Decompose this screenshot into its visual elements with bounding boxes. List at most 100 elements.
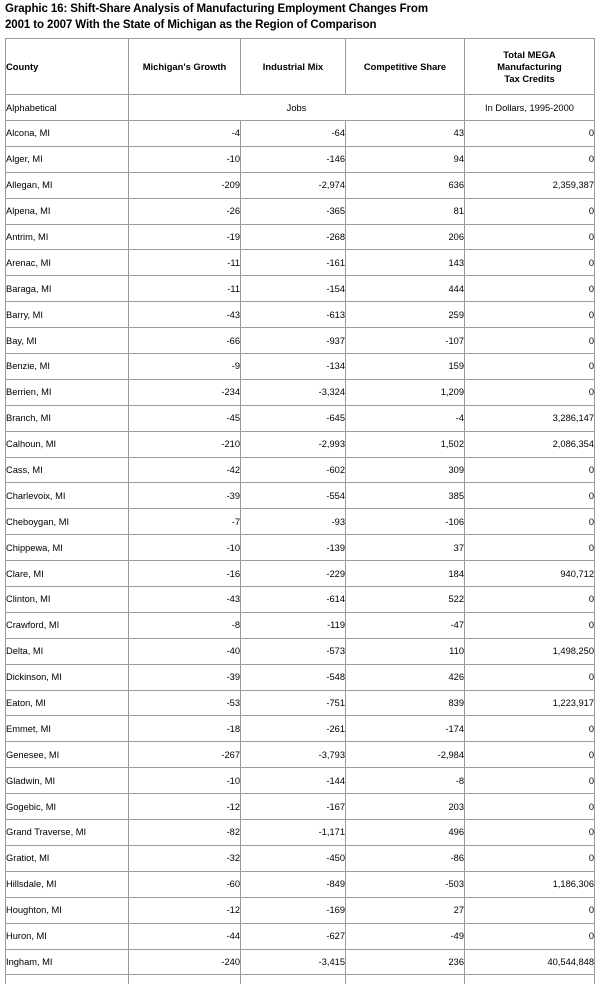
table-row: Hillsdale, MI -60 -849 -503 1,186,306: [5, 870, 595, 898]
cell-county: Ingham, MI: [5, 948, 129, 976]
table-row: Houghton, MI -12 -169 27 0: [5, 896, 595, 924]
cell-mega-tax-credits: 0: [464, 741, 595, 769]
cell-michigans-growth: -66: [128, 327, 241, 355]
column-header-total-mega-tax-credits: Total MEGA Manufacturing Tax Credits: [464, 38, 595, 95]
table-row: Gogebic, MI -12 -167 203 0: [5, 793, 595, 821]
cell-industrial-mix: -154: [240, 275, 346, 303]
cell-industrial-mix: -613: [240, 301, 346, 329]
cell-mega-tax-credits: 0: [464, 456, 595, 484]
cell-county: Cheboygan, MI: [5, 508, 129, 536]
cell-competitive-share: 309: [345, 456, 465, 484]
cell-county: Benzie, MI: [5, 353, 129, 380]
cell-county: Dickinson, MI: [5, 663, 129, 691]
cell-industrial-mix: -139: [240, 534, 346, 562]
cell-michigans-growth: -12: [128, 793, 241, 821]
table-row: Eaton, MI -53 -751 839 1,223,917: [5, 689, 595, 717]
cell-industrial-mix: -261: [240, 715, 346, 743]
cell-industrial-mix: -146: [240, 145, 346, 173]
cell-county: Alpena, MI: [5, 197, 129, 225]
cell-michigans-growth: -4: [128, 120, 241, 147]
cell-mega-tax-credits: 0: [464, 223, 595, 251]
cell-county: Emmet, MI: [5, 715, 129, 743]
cell-county: Berrien, MI: [5, 378, 129, 406]
cell-michigans-growth: -267: [128, 741, 241, 769]
cell-county: Genesee, MI: [5, 741, 129, 769]
table-row: Cheboygan, MI -7 -93 -106 0: [5, 508, 595, 536]
cell-competitive-share: 1,502: [345, 430, 465, 458]
cell-competitive-share: -503: [345, 870, 465, 898]
cell-michigans-growth: -240: [128, 948, 241, 976]
cell-mega-tax-credits: 0: [464, 327, 595, 355]
table-row: Benzie, MI -9 -134 159 0: [5, 353, 595, 380]
table-row: Calhoun, MI -210 -2,993 1,502 2,086,354: [5, 430, 595, 458]
cell-mega-tax-credits: 0: [464, 611, 595, 639]
cell-mega-tax-credits: 3,286,147: [464, 404, 595, 432]
table-row: Genesee, MI -267 -3,793 -2,984 0: [5, 741, 595, 769]
table-row: Chippewa, MI -10 -139 37 0: [5, 534, 595, 562]
cell-county: Houghton, MI: [5, 896, 129, 924]
cell-industrial-mix: -3,324: [240, 378, 346, 406]
table-row: Grand Traverse, MI -82 -1,171 496 0: [5, 819, 595, 846]
cell-industrial-mix: -614: [240, 586, 346, 613]
units-jobs: Jobs: [128, 94, 465, 121]
cell-competitive-share: 43: [345, 120, 465, 147]
cell-county: Crawford, MI: [5, 611, 129, 639]
cell-industrial-mix: -548: [240, 663, 346, 691]
cell-mega-tax-credits: 0: [464, 715, 595, 743]
cell-county: Ionia, MI: [5, 974, 129, 984]
cell-competitive-share: -86: [345, 844, 465, 872]
cell-competitive-share: 756: [345, 974, 465, 984]
cell-industrial-mix: -161: [240, 249, 346, 277]
cell-county: Barry, MI: [5, 301, 129, 329]
table-row: Gladwin, MI -10 -144 -8 0: [5, 767, 595, 795]
cell-county: Clare, MI: [5, 560, 129, 588]
cell-mega-tax-credits: 1,498,250: [464, 637, 595, 665]
cell-county: Charlevoix, MI: [5, 482, 129, 510]
cell-county: Alger, MI: [5, 145, 129, 173]
table-row: Clinton, MI -43 -614 522 0: [5, 586, 595, 613]
cell-competitive-share: -174: [345, 715, 465, 743]
cell-industrial-mix: -167: [240, 793, 346, 821]
cell-county: Gogebic, MI: [5, 793, 129, 821]
table-row: Berrien, MI -234 -3,324 1,209 0: [5, 378, 595, 406]
table-header-row: County Michigan's Growth Industrial Mix …: [5, 38, 595, 95]
units-dollars: In Dollars, 1995-2000: [464, 94, 595, 121]
cell-competitive-share: -47: [345, 611, 465, 639]
cell-industrial-mix: -627: [240, 922, 346, 950]
cell-michigans-growth: -39: [128, 482, 241, 510]
cell-competitive-share: 236: [345, 948, 465, 976]
table-row: Dickinson, MI -39 -548 426 0: [5, 663, 595, 691]
shift-share-table: County Michigan's Growth Industrial Mix …: [5, 38, 595, 984]
units-county: Alphabetical: [5, 94, 129, 121]
cell-michigans-growth: -209: [128, 171, 241, 199]
cell-industrial-mix: -3,793: [240, 741, 346, 769]
cell-michigans-growth: -44: [128, 922, 241, 950]
shift-share-table-container: County Michigan's Growth Industrial Mix …: [5, 38, 595, 984]
cell-mega-tax-credits: 0: [464, 896, 595, 924]
cell-county: Chippewa, MI: [5, 534, 129, 562]
cell-county: Calhoun, MI: [5, 430, 129, 458]
cell-industrial-mix: -645: [240, 404, 346, 432]
cell-mega-tax-credits: 0: [464, 663, 595, 691]
cell-michigans-growth: -19: [128, 223, 241, 251]
cell-industrial-mix: -2,974: [240, 171, 346, 199]
cell-michigans-growth: -11: [128, 275, 241, 303]
cell-mega-tax-credits: 0: [464, 249, 595, 277]
cell-mega-tax-credits: 0: [464, 120, 595, 147]
table-row: Alger, MI -10 -146 94 0: [5, 145, 595, 173]
cell-michigans-growth: -11: [128, 249, 241, 277]
cell-competitive-share: 110: [345, 637, 465, 665]
cell-michigans-growth: -7: [128, 508, 241, 536]
cell-industrial-mix: -64: [240, 120, 346, 147]
cell-county: Gladwin, MI: [5, 767, 129, 795]
cell-industrial-mix: -2,993: [240, 430, 346, 458]
cell-mega-tax-credits: 940,712: [464, 560, 595, 588]
cell-michigans-growth: -53: [128, 689, 241, 717]
cell-county: Allegan, MI: [5, 171, 129, 199]
cell-michigans-growth: -57: [128, 974, 241, 984]
cell-county: Eaton, MI: [5, 689, 129, 717]
cell-mega-tax-credits: 0: [464, 353, 595, 380]
cell-mega-tax-credits: 0: [464, 275, 595, 303]
cell-mega-tax-credits: 2,359,387: [464, 171, 595, 199]
